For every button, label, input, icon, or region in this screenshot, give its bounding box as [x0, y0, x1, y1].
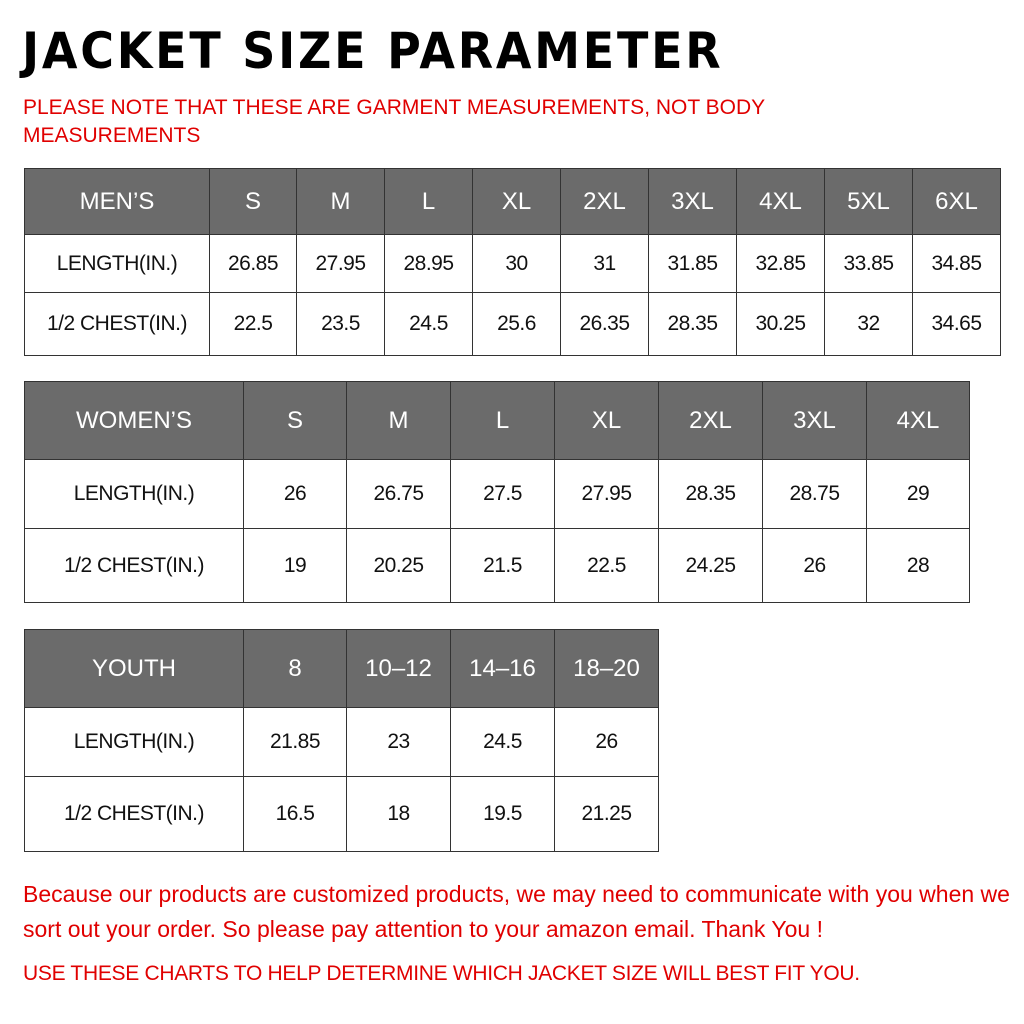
- measurement-value: 28.75: [762, 459, 867, 529]
- size-header: 5XL: [824, 168, 913, 235]
- measurement-label: 1/2 CHEST(IN.): [24, 528, 244, 603]
- measurement-value: 16.5: [243, 776, 347, 852]
- table-row: LENGTH(IN.) 26.85 27.95 28.95 30 31 31.85 32.85…: [24, 234, 1001, 293]
- measurement-value: 20.25: [346, 528, 451, 603]
- womens-size-table: WOMEN’S S M L XL 2XL 3XL 4XL LENGTH(IN.) 26 26.75 2…: [24, 381, 970, 603]
- youth-size-table: YOUTH 8 10–12 14–16 18–20 LENGTH(IN.) 21.85 23 2…: [24, 629, 659, 852]
- measurement-value: 31.85: [648, 234, 737, 293]
- size-header: 10–12: [346, 629, 451, 708]
- measurement-value: 18: [346, 776, 451, 852]
- measurement-value: 26.75: [346, 459, 451, 529]
- measurement-label: 1/2 CHEST(IN.): [24, 292, 210, 356]
- measurement-value: 28: [866, 528, 970, 603]
- customization-message: Because our products are customized prod…: [23, 881, 1010, 942]
- measurement-value: 23: [346, 707, 451, 777]
- table-header-row: YOUTH 8 10–12 14–16 18–20: [24, 629, 659, 708]
- size-header: 3XL: [648, 168, 737, 235]
- measurement-value: 26.35: [560, 292, 649, 356]
- size-header: M: [346, 381, 451, 460]
- size-header: 18–20: [554, 629, 659, 708]
- measurement-value: 27.5: [450, 459, 555, 529]
- table-row: 1/2 CHEST(IN.) 22.5 23.5 24.5 25.6 26.35 28.35…: [24, 292, 1001, 356]
- measurement-value: 19.5: [450, 776, 555, 852]
- measurement-value: 27.95: [554, 459, 659, 529]
- table-row: 1/2 CHEST(IN.) 16.5 18 19.5 21.25: [24, 776, 659, 852]
- measurement-value: 22.5: [554, 528, 659, 603]
- size-advice: USE THESE CHARTS TO HELP DETERMINE WHICH…: [23, 962, 860, 985]
- category-header: MEN’S: [24, 168, 210, 235]
- measurement-value: 26.85: [209, 234, 297, 293]
- table-row: 1/2 CHEST(IN.) 19 20.25 21.5 22.5 24.25 26 28: [24, 528, 970, 603]
- table-header-row: MEN’S S M L XL 2XL 3XL 4XL 5XL 6XL: [24, 168, 1001, 235]
- category-header: WOMEN’S: [24, 381, 244, 460]
- size-header: XL: [554, 381, 659, 460]
- size-header: L: [450, 381, 555, 460]
- measurement-value: 30.25: [736, 292, 825, 356]
- measurement-value: 28.95: [384, 234, 473, 293]
- mens-size-table: MEN’S S M L XL 2XL 3XL 4XL 5XL 6XL LENGTH(IN.) 26.8…: [24, 168, 1001, 356]
- table-header-row: WOMEN’S S M L XL 2XL 3XL 4XL: [24, 381, 970, 460]
- table-row: LENGTH(IN.) 26 26.75 27.5 27.95 28.35 28.75 29: [24, 459, 970, 529]
- measurement-value: 31: [560, 234, 649, 293]
- measurement-value: 26: [762, 528, 867, 603]
- measurement-value: 27.95: [296, 234, 385, 293]
- size-header: 4XL: [736, 168, 825, 235]
- measurement-value: 33.85: [824, 234, 913, 293]
- measurement-value: 21.5: [450, 528, 555, 603]
- measurement-value: 21.85: [243, 707, 347, 777]
- measurement-value: 24.25: [658, 528, 763, 603]
- measurement-value: 23.5: [296, 292, 385, 356]
- measurement-value: 24.5: [384, 292, 473, 356]
- size-header: S: [209, 168, 297, 235]
- measurement-value: 29: [866, 459, 970, 529]
- measurement-value: 30: [472, 234, 561, 293]
- garment-note: PLEASE NOTE THAT THESE ARE GARMENT MEASU…: [23, 96, 765, 147]
- measurement-value: 26: [243, 459, 347, 529]
- size-header: 6XL: [912, 168, 1001, 235]
- measurement-value: 26: [554, 707, 659, 777]
- size-header: S: [243, 381, 347, 460]
- measurement-value: 22.5: [209, 292, 297, 356]
- size-header: L: [384, 168, 473, 235]
- size-header: 8: [243, 629, 347, 708]
- measurement-value: 28.35: [648, 292, 737, 356]
- measurement-value: 32.85: [736, 234, 825, 293]
- measurement-label: 1/2 CHEST(IN.): [24, 776, 244, 852]
- measurement-value: 34.65: [912, 292, 1001, 356]
- size-header: XL: [472, 168, 561, 235]
- measurement-value: 32: [824, 292, 913, 356]
- size-header: 2XL: [560, 168, 649, 235]
- measurement-value: 24.5: [450, 707, 555, 777]
- measurement-value: 34.85: [912, 234, 1001, 293]
- page-title: JACKET SIZE PARAMETER: [22, 22, 724, 80]
- measurement-value: 19: [243, 528, 347, 603]
- size-header: M: [296, 168, 385, 235]
- size-header: 14–16: [450, 629, 555, 708]
- measurement-label: LENGTH(IN.): [24, 707, 244, 777]
- measurement-label: LENGTH(IN.): [24, 234, 210, 293]
- measurement-value: 25.6: [472, 292, 561, 356]
- measurement-value: 21.25: [554, 776, 659, 852]
- size-header: 4XL: [866, 381, 970, 460]
- measurement-label: LENGTH(IN.): [24, 459, 244, 529]
- size-header: 3XL: [762, 381, 867, 460]
- measurement-value: 28.35: [658, 459, 763, 529]
- size-header: 2XL: [658, 381, 763, 460]
- category-header: YOUTH: [24, 629, 244, 708]
- table-row: LENGTH(IN.) 21.85 23 24.5 26: [24, 707, 659, 777]
